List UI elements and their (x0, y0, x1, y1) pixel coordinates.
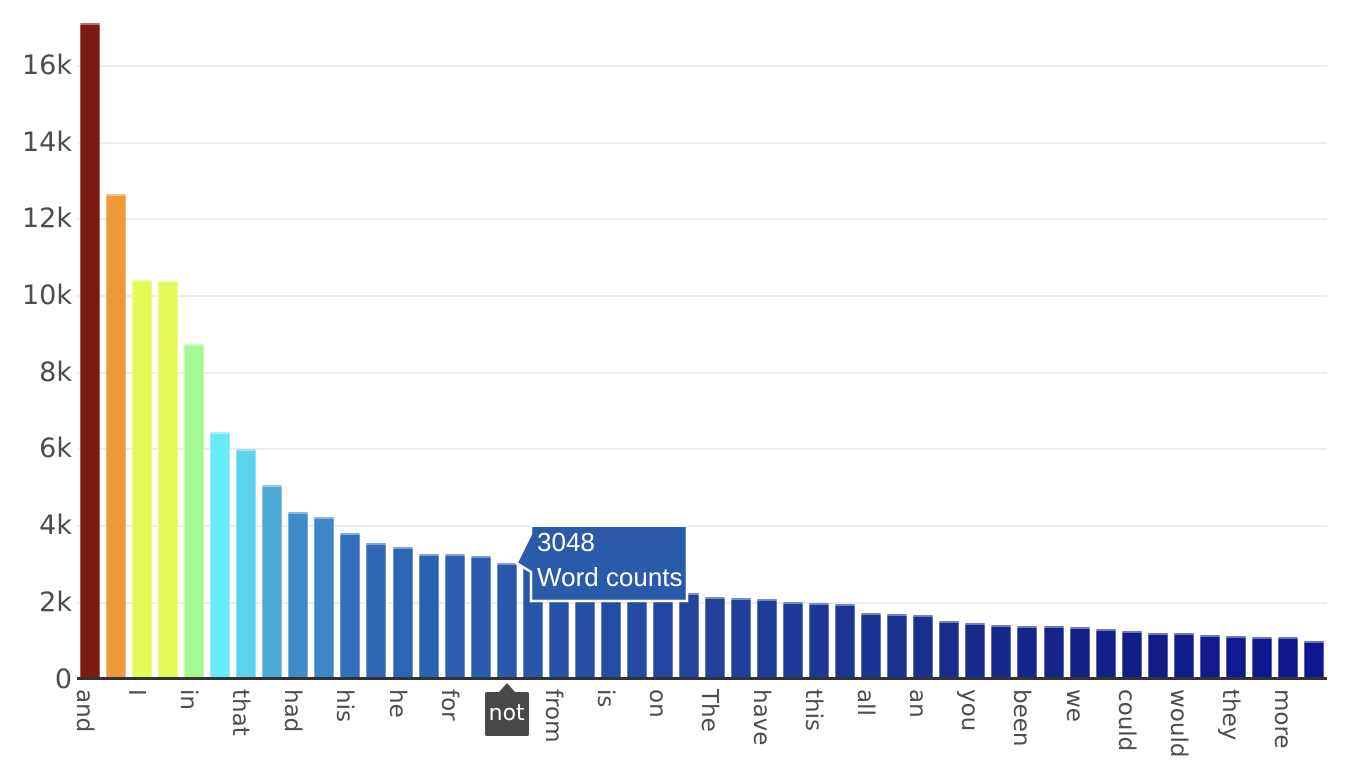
bar[interactable] (496, 562, 517, 680)
bar[interactable] (210, 431, 231, 680)
bar[interactable] (1277, 637, 1298, 680)
x-axis-tick-label: I (123, 689, 150, 696)
bar[interactable] (1199, 635, 1220, 680)
crosshair-pointer-icon (498, 683, 515, 692)
tooltip: 3048 Word counts (510, 519, 695, 609)
bar[interactable] (1173, 633, 1194, 680)
x-axis-tick-label: you (956, 689, 983, 732)
x-axis-tick-label: they (1216, 689, 1243, 741)
y-axis-tick-label: 6k (39, 433, 72, 465)
x-axis-line (77, 677, 1327, 680)
bar[interactable] (392, 547, 413, 680)
bar[interactable] (80, 23, 101, 680)
bar[interactable] (1147, 632, 1168, 680)
bar[interactable] (887, 613, 908, 680)
grid-line (77, 371, 1327, 374)
x-axis-tick-label: is (591, 689, 618, 708)
bar[interactable] (236, 449, 257, 680)
bar[interactable] (314, 517, 335, 680)
x-axis-tick-label: more (1268, 689, 1295, 749)
x-axis-tick-label: on (643, 689, 670, 718)
x-axis-tick-label: that (227, 689, 254, 736)
grid-line (77, 448, 1327, 451)
bar[interactable] (132, 279, 153, 680)
bar[interactable] (1121, 630, 1142, 680)
bar[interactable] (1251, 637, 1272, 680)
bar[interactable] (731, 597, 752, 680)
bar[interactable] (366, 543, 387, 680)
bar[interactable] (418, 554, 439, 680)
tooltip-value: 3048 (537, 526, 595, 557)
bar[interactable] (1043, 626, 1064, 680)
x-axis-tick-label: from (539, 689, 566, 743)
tooltip-callout-shape (515, 524, 689, 602)
bar[interactable] (600, 577, 621, 680)
bar[interactable] (106, 193, 127, 680)
x-axis-tick-label: had (279, 689, 306, 733)
bar[interactable] (1017, 626, 1038, 680)
x-axis-tick-label: this (800, 689, 827, 731)
y-axis-tick-label: 14k (22, 126, 72, 158)
y-axis-tick-label: 4k (39, 510, 72, 542)
x-axis-tick-label: been (1008, 689, 1035, 747)
grid-line (77, 295, 1327, 297)
bar[interactable] (704, 597, 725, 680)
bar[interactable] (783, 601, 804, 680)
bar[interactable] (678, 592, 699, 680)
x-axis-tick-label: for (435, 689, 462, 721)
bar[interactable] (184, 343, 205, 680)
grid-line (77, 64, 1327, 67)
crosshair-label: not (484, 692, 529, 736)
bar[interactable] (861, 613, 882, 680)
x-axis-tick-label: in (175, 689, 202, 710)
y-axis-tick-label: 16k (22, 49, 72, 81)
x-axis-tick-label: and (71, 689, 98, 733)
bar[interactable] (965, 623, 986, 680)
bar[interactable] (444, 554, 465, 680)
x-axis-tick-label: all (852, 689, 879, 716)
y-axis-tick-label: 12k (22, 203, 72, 235)
bar[interactable] (288, 512, 309, 680)
bar[interactable] (1225, 635, 1246, 680)
bar[interactable] (626, 581, 647, 680)
bar[interactable] (1095, 629, 1116, 680)
x-axis-tick-label: have (748, 689, 775, 746)
bar[interactable] (1069, 627, 1090, 680)
y-axis-tick-label: 10k (22, 280, 72, 311)
bar[interactable] (809, 602, 830, 680)
y-axis-tick-label: 8k (39, 356, 72, 388)
bar[interactable] (158, 280, 179, 680)
x-axis-tick-label: his (331, 689, 358, 722)
bar[interactable] (470, 556, 491, 680)
grid-line (77, 141, 1327, 144)
grid-line (77, 525, 1327, 528)
y-axis-tick-label: 0 (54, 663, 72, 695)
bar[interactable] (913, 614, 934, 680)
x-axis-tick-label: could (1112, 689, 1139, 752)
bar[interactable] (1303, 640, 1324, 680)
x-axis-tick-label: he (383, 689, 410, 718)
grid-line (77, 601, 1327, 604)
bar[interactable] (991, 625, 1012, 680)
bar[interactable] (757, 598, 778, 680)
grid-line (77, 218, 1327, 221)
bar[interactable] (262, 485, 283, 680)
bar[interactable] (835, 603, 856, 680)
y-axis-tick-label: 2k (39, 586, 72, 618)
bar[interactable] (652, 587, 673, 680)
x-axis-tick-label: The (695, 689, 722, 732)
bar[interactable] (340, 533, 361, 680)
x-axis-tick-label: an (904, 689, 931, 718)
bar[interactable] (939, 621, 960, 680)
x-axis-tick-label: we (1060, 689, 1087, 722)
x-axis-tick-label: would (1164, 689, 1191, 758)
tooltip-series-label: Word counts (537, 561, 683, 592)
